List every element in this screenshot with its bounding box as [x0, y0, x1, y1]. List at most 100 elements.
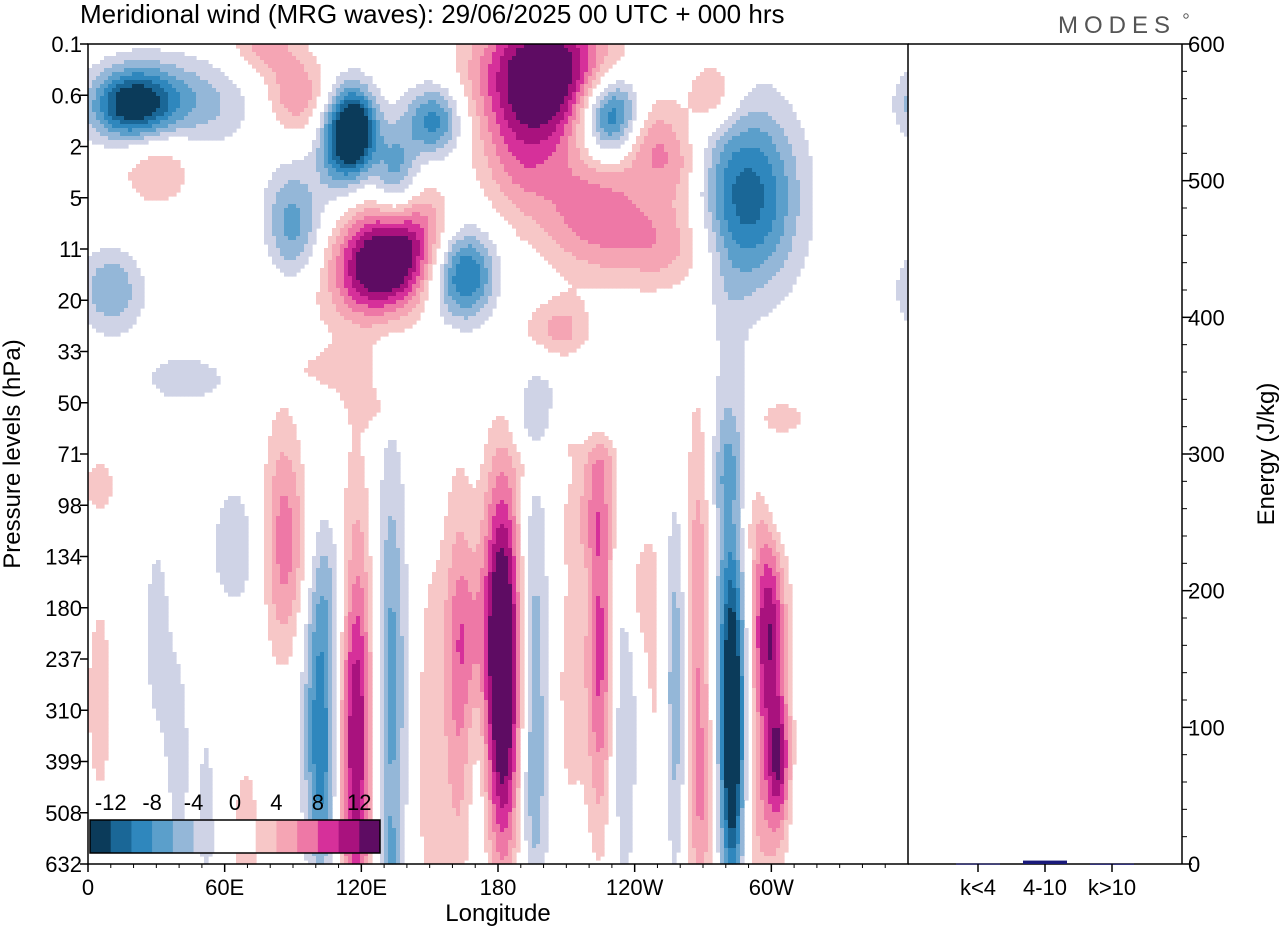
- heatmap-cell: [164, 52, 169, 57]
- heatmap-cell: [508, 140, 513, 145]
- heatmap-cell: [532, 104, 537, 109]
- heatmap-cell: [712, 200, 717, 205]
- heatmap-cell: [600, 204, 605, 209]
- heatmap-cell: [616, 120, 621, 125]
- heatmap-cell: [236, 124, 241, 129]
- heatmap-cell: [352, 168, 357, 173]
- heatmap-cell: [744, 128, 749, 133]
- heatmap-cell: [520, 188, 525, 193]
- heatmap-cell: [624, 104, 629, 109]
- heatmap-cell: [768, 148, 773, 153]
- heatmap-cell: [548, 148, 553, 153]
- heatmap-cell: [96, 84, 101, 89]
- heatmap-cell: [808, 184, 813, 189]
- heatmap-cell: [604, 168, 609, 173]
- heatmap-cell: [772, 136, 777, 141]
- heatmap-cell: [528, 132, 533, 137]
- heatmap-cell: [332, 160, 337, 165]
- heatmap-cell: [276, 108, 281, 113]
- heatmap-cell: [564, 108, 569, 113]
- heatmap-cell: [432, 92, 437, 97]
- heatmap-cell: [756, 132, 761, 137]
- heatmap-cell: [440, 148, 445, 153]
- heatmap-cell: [376, 164, 381, 169]
- heatmap-cell: [348, 72, 353, 77]
- heatmap-cell: [140, 56, 145, 61]
- heatmap-cell: [536, 100, 541, 105]
- heatmap-cell: [660, 128, 665, 133]
- heatmap-cell: [368, 156, 373, 161]
- heatmap-cell: [540, 128, 545, 133]
- heatmap-cell: [532, 188, 537, 193]
- heatmap-cell: [400, 116, 405, 121]
- heatmap-cell: [728, 128, 733, 133]
- heatmap-cell: [136, 188, 141, 193]
- heatmap-cell: [632, 184, 637, 189]
- heatmap-cell: [512, 72, 517, 77]
- heatmap-cell: [732, 188, 737, 193]
- heatmap-cell: [656, 152, 661, 157]
- heatmap-cell: [708, 192, 713, 197]
- heatmap-cell: [288, 48, 293, 53]
- heatmap-cell: [372, 172, 377, 177]
- heatmap-cell: [632, 208, 637, 213]
- heatmap-cell: [640, 180, 645, 185]
- heatmap-cell: [424, 124, 429, 129]
- heatmap-cell: [168, 52, 173, 57]
- heatmap-cell: [612, 144, 617, 149]
- heatmap-cell: [788, 176, 793, 181]
- heatmap-cell: [396, 140, 401, 145]
- heatmap-cell: [112, 100, 117, 105]
- heatmap-cell: [532, 76, 537, 81]
- heatmap-cell: [508, 188, 513, 193]
- heatmap-cell: [568, 164, 573, 169]
- heatmap-cell: [292, 124, 297, 129]
- heatmap-cell: [568, 116, 573, 121]
- heatmap-cell: [156, 56, 161, 61]
- heatmap-cell: [148, 192, 153, 197]
- heatmap-cell: [560, 172, 565, 177]
- heatmap-cell: [356, 76, 361, 81]
- heatmap-cell: [116, 96, 121, 101]
- heatmap-cell: [512, 80, 517, 85]
- heatmap-cell: [620, 112, 625, 117]
- heatmap-cell: [432, 140, 437, 145]
- heatmap-cell: [900, 100, 905, 105]
- heatmap-cell: [736, 152, 741, 157]
- heatmap-cell: [524, 196, 529, 201]
- heatmap-cell: [492, 172, 497, 177]
- heatmap-cell: [676, 164, 681, 169]
- heatmap-cell: [660, 172, 665, 177]
- heatmap-cell: [528, 144, 533, 149]
- heatmap-cell: [224, 104, 229, 109]
- heatmap-cell: [268, 184, 273, 189]
- heatmap-cell: [184, 128, 189, 133]
- heatmap-cell: [172, 96, 177, 101]
- heatmap-cell: [100, 140, 105, 145]
- heatmap-cell: [784, 152, 789, 157]
- heatmap-cell: [668, 188, 673, 193]
- heatmap-cell: [648, 196, 653, 201]
- heatmap-cell: [524, 132, 529, 137]
- heatmap-cell: [388, 120, 393, 125]
- heatmap-cell: [596, 116, 601, 121]
- heatmap-cell: [524, 48, 529, 53]
- heatmap-cell: [540, 184, 545, 189]
- heatmap-cell: [656, 116, 661, 121]
- heatmap-cell: [176, 184, 181, 189]
- heatmap-cell: [476, 116, 481, 121]
- heatmap-cell: [576, 124, 581, 129]
- heatmap-cell: [408, 180, 413, 185]
- heatmap-cell: [388, 172, 393, 177]
- heatmap-cell: [484, 92, 489, 97]
- heatmap-cell: [476, 76, 481, 81]
- heatmap-cell: [220, 116, 225, 121]
- heatmap-cell: [240, 108, 245, 113]
- heatmap-cell: [780, 176, 785, 181]
- heatmap-cell: [512, 148, 517, 153]
- heatmap-cell: [128, 60, 133, 65]
- heatmap-cell: [364, 156, 369, 161]
- heatmap-cell: [208, 92, 213, 97]
- heatmap-cell: [788, 128, 793, 133]
- heatmap-cell: [428, 152, 433, 157]
